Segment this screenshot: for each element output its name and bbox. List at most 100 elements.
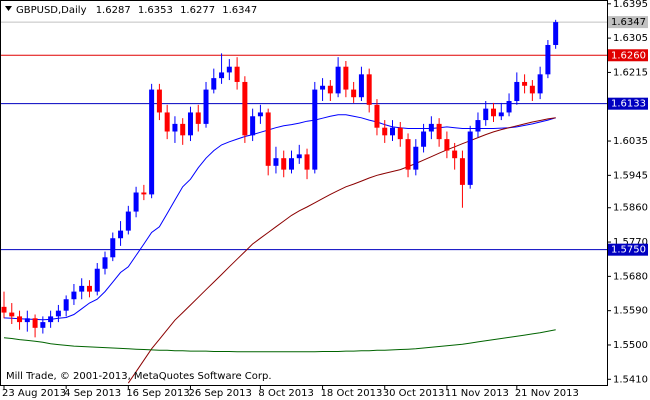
candle-body <box>273 158 279 166</box>
high-value: 1.6353 <box>138 5 173 16</box>
candle-body <box>506 101 512 113</box>
candle-body <box>257 112 263 117</box>
candle-body <box>9 312 15 317</box>
level-label-box <box>608 243 648 256</box>
candle-body <box>421 131 427 147</box>
candle-body <box>1 306 7 313</box>
candle-body <box>545 44 551 75</box>
x-tick-label: 4 Sep 2013 <box>64 388 121 399</box>
x-tick-label: 11 Nov 2013 <box>445 388 509 399</box>
candle-body <box>149 89 155 195</box>
candle-body <box>180 123 186 136</box>
candle-body <box>444 139 450 151</box>
candle-body <box>537 74 543 94</box>
level-label: 1.5750 <box>611 245 646 256</box>
candle-body <box>265 112 271 166</box>
candle-body <box>335 66 341 94</box>
candle-body <box>187 112 193 136</box>
candle-body <box>413 146 419 170</box>
candle-body <box>343 66 349 90</box>
x-tick-label: 30 Oct 2013 <box>383 388 445 399</box>
candle-body <box>234 66 240 82</box>
x-tick-label: 23 Aug 2013 <box>2 388 66 399</box>
candle-body <box>86 285 92 292</box>
x-tick-label: 26 Sep 2013 <box>188 388 251 399</box>
candle-body <box>522 81 528 86</box>
candle-body <box>102 257 108 269</box>
candle-body <box>529 85 535 94</box>
candle-body <box>203 89 209 124</box>
chart-header: GBPUSD,Daily 1.6287 1.6353 1.6277 1.6347 <box>16 5 257 16</box>
y-tick-label: 1.6305 <box>613 33 648 44</box>
candle-body <box>475 120 481 132</box>
footer: Mill Trade, © 2001-2013, MetaQuotes Soft… <box>6 371 272 382</box>
candle-body <box>32 318 38 328</box>
y-tick-label: 1.5500 <box>613 340 648 351</box>
candle-body <box>483 108 489 121</box>
y-tick-label: 1.5680 <box>613 271 648 282</box>
candle-body <box>164 112 170 132</box>
candle-body <box>296 154 302 159</box>
candle-body <box>226 66 232 73</box>
x-tick-label: 16 Sep 2013 <box>126 388 189 399</box>
y-tick-label: 1.5860 <box>613 203 648 214</box>
candle-body <box>48 316 54 323</box>
candle-body <box>452 150 458 159</box>
candle-body <box>195 112 201 124</box>
candle-body <box>63 299 69 311</box>
candle-body <box>459 158 465 185</box>
candle-body <box>304 154 310 170</box>
y-tick-label: 1.5410 <box>613 374 648 385</box>
y-tick-label: 1.5945 <box>613 170 648 181</box>
current-price-label: 1.6347 <box>611 17 646 28</box>
candle-body <box>312 89 318 170</box>
candle-body <box>24 318 30 323</box>
level-label-box <box>608 49 648 62</box>
candle-body <box>498 112 504 117</box>
candle-body <box>327 85 333 94</box>
y-tick-label: 1.6215 <box>613 67 648 78</box>
candle-body <box>382 127 388 136</box>
y-tick-label: 1.6395 <box>613 0 648 10</box>
current-price-box <box>608 16 648 29</box>
candle-body <box>390 127 395 136</box>
x-tick-label: 18 Oct 2013 <box>321 388 383 399</box>
open-value: 1.6287 <box>96 5 131 16</box>
close-value: 1.6347 <box>222 5 257 16</box>
candle-body <box>358 74 364 98</box>
candle-body <box>467 131 473 185</box>
candle-body <box>553 22 559 45</box>
candle-body <box>219 72 225 79</box>
candle-body <box>133 192 139 212</box>
level-label: 1.6133 <box>611 99 646 110</box>
symbol-menu-arrow <box>5 6 12 11</box>
y-tick-label: 1.6035 <box>613 136 648 147</box>
candle-body <box>156 89 162 113</box>
candle-body <box>118 230 124 239</box>
candle-body <box>79 285 85 292</box>
candle-body <box>351 89 357 98</box>
candle-body <box>40 322 46 328</box>
candle-body <box>514 81 520 102</box>
moving-average-line <box>3 329 556 353</box>
level-label-box <box>608 97 648 110</box>
y-tick-label: 1.5590 <box>613 306 648 317</box>
moving-average-line <box>3 114 556 321</box>
candle-body <box>491 108 497 117</box>
candle-body <box>110 238 116 258</box>
y-tick-label: 1.5770 <box>613 237 648 248</box>
candle-body <box>428 123 434 132</box>
candle-body <box>320 85 326 90</box>
candle-body <box>366 74 372 105</box>
candle-body <box>125 211 131 231</box>
x-tick-label: 8 Oct 2013 <box>258 388 313 399</box>
plot-frame <box>0 0 608 386</box>
moving-average-line <box>127 117 556 384</box>
candle-body <box>242 81 248 136</box>
candle-body <box>281 158 287 170</box>
plot <box>0 19 607 384</box>
x-tick-label: 21 Nov 2013 <box>515 388 579 399</box>
